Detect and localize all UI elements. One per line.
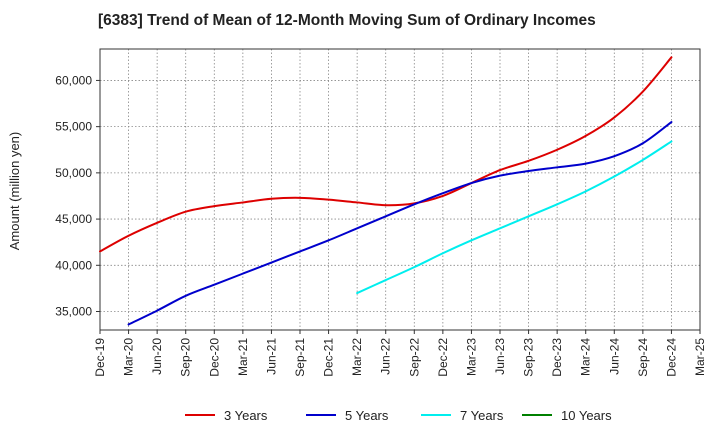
legend: 3 Years 5 Years 7 Years 10 Years [185,408,612,423]
x-tick-label: Mar-25 [693,338,707,376]
legend-label-5-years: 5 Years [345,408,389,423]
legend-label-3-years: 3 Years [224,408,268,423]
x-tick-label: Mar-20 [122,338,136,376]
x-tick-label: Jun-20 [150,338,164,375]
y-tick-label: 40,000 [55,258,92,272]
chart-title: [6383] Trend of Mean of 12-Month Moving … [98,12,596,29]
x-tick-label: Mar-22 [350,338,364,376]
x-tick-label: Mar-24 [579,338,593,376]
series-line-7-years [356,140,673,295]
y-tick-label: 45,000 [55,212,92,226]
x-tick-label: Jun-21 [264,338,278,375]
x-tick-label: Dec-24 [664,338,678,377]
x-tick-label: Dec-19 [93,338,107,377]
x-tick-label: Sep-22 [407,338,421,377]
y-axis-label: Amount (million yen) [7,132,22,251]
series-lines [99,56,673,326]
x-tick-label: Dec-23 [550,338,564,377]
y-tick-label: 55,000 [55,120,92,134]
x-tick-label: Sep-20 [179,338,193,377]
x-tick-label: Dec-21 [322,338,336,377]
x-tick-label: Dec-22 [436,338,450,377]
series-line-3-years [99,56,673,253]
y-tick-label: 35,000 [55,305,92,319]
plot-area [99,48,701,331]
x-tick-label: Jun-23 [493,338,507,375]
y-tick-label: 50,000 [55,166,92,180]
x-tick-label: Sep-24 [636,338,650,377]
x-tick-label: Sep-23 [522,338,536,377]
legend-label-7-years: 7 Years [460,408,504,423]
x-tick-label: Sep-21 [293,338,307,377]
x-tick-label: Mar-23 [464,338,478,376]
x-tick-label: Dec-20 [207,338,221,377]
x-tick-label: Jun-24 [607,338,621,375]
grid [100,49,700,330]
series-line-5-years [127,121,673,326]
legend-label-10-years: 10 Years [561,408,612,423]
y-tick-label: 60,000 [55,73,92,87]
x-tick-label: Jun-22 [379,338,393,375]
y-axis: 35,000 40,000 45,000 50,000 55,000 60,000 [55,73,100,319]
x-tick-label: Mar-21 [236,338,250,376]
x-axis: Dec-19 Mar-20 Jun-20 Sep-20 Dec-20 Mar-21 Jun-… [93,330,707,377]
